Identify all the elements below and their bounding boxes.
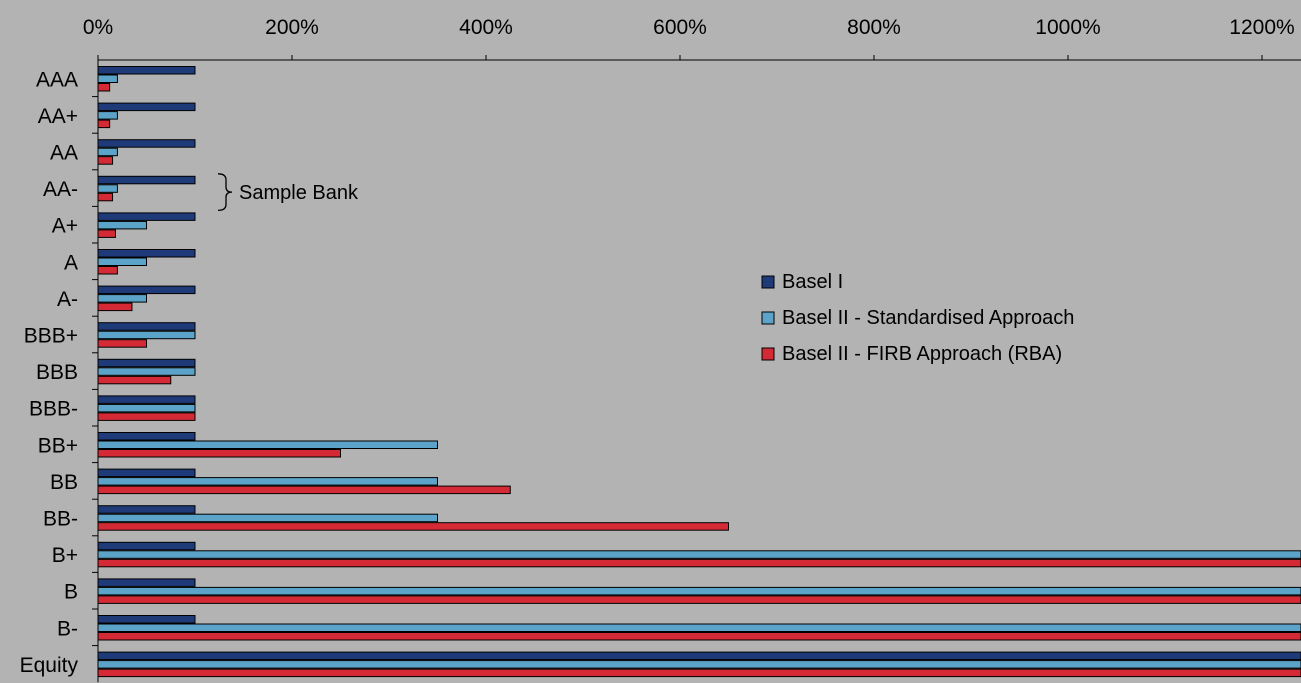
category-label: AA-	[43, 178, 78, 201]
bar-a-series2	[97, 220, 147, 230]
category-label: A	[64, 251, 78, 274]
category-label: A+	[52, 215, 78, 238]
bar-b-series2	[97, 550, 1301, 559]
bar-aaa-series2	[97, 74, 118, 83]
bar-bbb-series1	[97, 358, 196, 368]
x-tick-label: 200%	[265, 16, 319, 39]
category-label: BBB+	[24, 325, 78, 348]
bar-aaa-series1	[97, 66, 196, 75]
bar-bb-series1	[97, 468, 196, 478]
category-label: BB+	[38, 434, 78, 457]
x-tick-label: 1000%	[1035, 16, 1100, 39]
bar-bb-series3	[97, 449, 341, 458]
x-tick-label: 800%	[847, 16, 901, 39]
bar-bb-series2	[97, 477, 438, 486]
axes-layer	[92, 55, 1301, 683]
category-label: BBB-	[29, 398, 78, 421]
bar-a-series2	[97, 257, 147, 266]
bar-aa-series1	[97, 102, 196, 112]
bar-bb-series2	[97, 440, 438, 449]
bar-b-series3	[97, 595, 1301, 604]
bar-aaa-series3	[97, 83, 111, 92]
legend-swatch	[761, 347, 775, 361]
bar-bbb-series3	[97, 339, 147, 348]
bar-bbb-series2	[97, 367, 196, 376]
x-tick-label: 1200%	[1229, 16, 1294, 39]
legend-label: Basel I	[782, 271, 843, 293]
legend-label: Basel II - FIRB Approach (RBA)	[782, 343, 1062, 365]
x-tick-label: 0%	[83, 16, 113, 39]
tick-labels-layer: 0% 200% 400% 600% 800% 1000% 1200%	[83, 16, 1295, 39]
bar-aa-series3	[97, 192, 114, 202]
category-label: BB-	[43, 508, 78, 531]
bar-bbb-series2	[97, 330, 196, 340]
category-label: AA+	[38, 105, 78, 128]
bar-bbb-series3	[97, 412, 196, 421]
category-label: B-	[57, 617, 78, 640]
bar-b-series1	[97, 615, 196, 624]
category-label: BBB	[36, 361, 78, 384]
bar-b-series2	[97, 623, 1301, 632]
bar-bb-series2	[97, 513, 438, 523]
x-tick-label: 600%	[653, 16, 707, 39]
bar-bb-series1	[97, 505, 196, 514]
legend-label: Basel II - Standardised Approach	[782, 307, 1074, 329]
category-labels-layer: AAAAA+AAAA-A+AA-BBB+BBBBBB-BB+BBBB-B+BB-…	[20, 68, 79, 677]
category-label: BB	[50, 471, 78, 494]
bar-a-series1	[97, 249, 196, 258]
bar-bbb-series1	[97, 322, 196, 331]
bar-b-series2	[97, 586, 1301, 596]
bar-bb-series3	[97, 485, 511, 495]
category-label: B	[64, 581, 78, 604]
bar-a-series1	[97, 285, 196, 295]
bar-equity-series1	[97, 651, 1301, 661]
bar-aa-series1	[97, 139, 196, 148]
bar-bb-series1	[97, 432, 196, 441]
bar-bbb-series1	[97, 395, 196, 404]
bar-b-series3	[97, 632, 1301, 641]
legend-swatch	[761, 311, 775, 325]
bar-b-series1	[97, 578, 196, 587]
bar-aa-series3	[97, 156, 114, 165]
category-label: Equity	[20, 654, 79, 677]
bar-a-series2	[97, 294, 147, 303]
legend-swatch	[761, 275, 775, 289]
category-label: B+	[52, 544, 78, 567]
bar-aa-series2	[97, 184, 118, 193]
bar-equity-series2	[97, 660, 1301, 669]
category-label: AAA	[36, 68, 78, 91]
annotation-brace	[217, 173, 233, 212]
bar-a-series1	[97, 212, 196, 221]
annotation-layer: Sample Bank	[217, 173, 359, 212]
bar-aa-series2	[97, 111, 118, 120]
bar-aa-series1	[97, 175, 196, 185]
category-label: AA	[50, 142, 78, 165]
bar-aa-series2	[97, 147, 118, 157]
bar-aa-series3	[97, 119, 111, 129]
bar-a-series3	[97, 229, 116, 238]
annotation-label: Sample Bank	[239, 182, 359, 204]
bar-a-series3	[97, 266, 118, 275]
bar-equity-series3	[97, 668, 1301, 678]
bar-a-series3	[97, 302, 133, 312]
bar-b-series1	[97, 541, 196, 551]
bar-bb-series3	[97, 522, 729, 531]
legend: Basel I Basel II - Standardised Approach B…	[761, 271, 1074, 365]
x-tick-label: 400%	[459, 16, 513, 39]
bars-layer	[97, 66, 1301, 678]
bar-b-series3	[97, 558, 1301, 568]
category-label: A-	[57, 288, 78, 311]
bar-bbb-series3	[97, 375, 172, 385]
bar-bbb-series2	[97, 403, 196, 413]
